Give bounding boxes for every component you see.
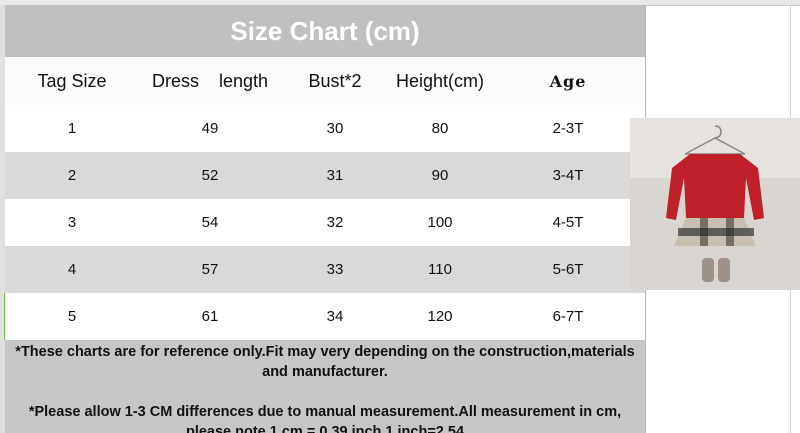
table-cell: 3-4T [552, 167, 584, 184]
column-header: Dress length [151, 70, 269, 91]
table-cell: 54 [201, 214, 219, 231]
row-bg [5, 105, 645, 152]
table-cell: 110 [428, 261, 452, 278]
row-header-strip [0, 5, 5, 433]
table-cell: 52 [201, 167, 219, 184]
table-cell: 2-3T [552, 120, 584, 137]
table-cell: 4 [67, 261, 77, 278]
product-photo [630, 118, 800, 290]
table-cell: 90 [431, 167, 449, 184]
column-header: Age [549, 71, 587, 91]
table-cell: 5-6T [552, 261, 584, 278]
header-row-bg [5, 57, 645, 105]
table-cell: 120 [427, 308, 453, 325]
table-cell: 31 [326, 167, 344, 184]
column-header: Bust*2 [308, 70, 362, 91]
row-bg [5, 246, 645, 293]
table-cell: 1 [67, 120, 77, 137]
table-cell: 32 [326, 214, 344, 231]
table-cell: 3 [67, 214, 77, 231]
footer-notes: *These charts are for reference only.Fit… [5, 340, 645, 433]
table-cell: 2 [67, 167, 77, 184]
table-cell: 80 [431, 120, 449, 137]
row-bg [5, 293, 645, 340]
table-cell: 57 [201, 261, 219, 278]
table-cell: 33 [326, 261, 344, 278]
column-header: Tag Size [37, 70, 107, 91]
table-cell: 49 [201, 120, 219, 137]
note: *These charts are for reference only.Fit… [15, 344, 635, 380]
chart-title: Size Chart (cm) [5, 5, 645, 57]
table-cell: 34 [326, 308, 344, 325]
table-cell: 100 [427, 214, 453, 231]
table-cell: 6-7T [552, 308, 584, 325]
table-cell: 4-5T [552, 214, 584, 231]
note: *Please allow 1-3 CM differences due to … [28, 404, 622, 433]
table-cell: 5 [67, 308, 77, 325]
row-bg [5, 199, 645, 246]
column-header: Height(cm) [395, 70, 484, 91]
table-cell: 30 [326, 120, 344, 137]
row-bg [5, 152, 645, 199]
table-cell: 61 [201, 308, 219, 325]
